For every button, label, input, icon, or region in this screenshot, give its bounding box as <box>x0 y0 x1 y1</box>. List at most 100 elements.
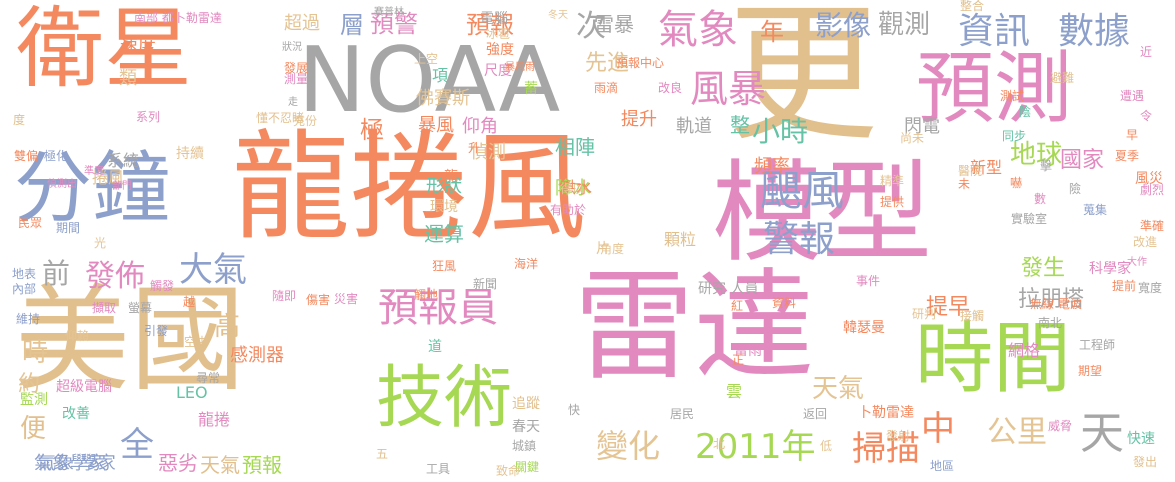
word-資料: 資料 <box>772 296 797 310</box>
word-警報: 警報 <box>763 219 836 260</box>
word-超級電腦: 超級電腦 <box>56 379 112 395</box>
word-事件: 事件 <box>856 274 881 288</box>
word-南北: 南北 <box>1038 316 1063 330</box>
word-時間: 時間 <box>915 314 1072 404</box>
word-相陣: 相陣 <box>555 135 595 159</box>
word-尚未: 尚未 <box>900 131 925 145</box>
word-尋常: 尋常 <box>196 371 221 385</box>
word-觸地: 觸地 <box>414 288 439 302</box>
word-致命: 致命 <box>496 464 521 478</box>
word-偵測: 偵測 <box>470 142 506 163</box>
word-韓瑟曼: 韓瑟曼 <box>843 320 885 336</box>
word-變化: 變化 <box>596 427 661 465</box>
word-卜勒雷達: 卜勒雷達 <box>858 405 914 421</box>
word-升: 升 <box>468 141 481 155</box>
word-降水: 降水 <box>555 178 591 199</box>
word-天氣: 天氣 <box>200 453 240 477</box>
word-近: 近 <box>1140 45 1153 59</box>
word-得以: 得以 <box>560 182 585 196</box>
word-發展: 發展 <box>284 61 309 75</box>
word-快: 快 <box>568 403 581 417</box>
word-準度: 準度 <box>84 166 104 177</box>
word-螢幕: 螢幕 <box>128 301 153 315</box>
word-度: 度 <box>13 113 26 127</box>
word-接觸: 接觸 <box>960 309 985 323</box>
word-洪水: 洪水 <box>560 178 593 197</box>
word-走: 走 <box>288 97 298 108</box>
word-監測: 監測 <box>20 392 48 408</box>
word-中: 中 <box>921 409 955 449</box>
word-快速: 快速 <box>1127 431 1155 447</box>
word-地區: 地區 <box>930 459 955 473</box>
word-資訊: 資訊 <box>958 11 1031 52</box>
word-捲風: 捲風 <box>92 168 125 187</box>
word-數據: 數據 <box>1058 11 1131 52</box>
word-技術: 技術 <box>376 359 513 438</box>
word-大作: 大作 <box>1127 257 1147 268</box>
word-災害: 災害 <box>334 292 359 306</box>
word-2011年: 2011年 <box>695 427 816 467</box>
word-無線-電波: 無線 電波 <box>1030 297 1082 311</box>
word-掃描: 掃描 <box>852 429 920 469</box>
word-準確: 準確 <box>1140 219 1165 233</box>
word-偵測出: 偵測出 <box>47 179 77 190</box>
word-數: 數 <box>1034 192 1047 206</box>
word-追蹤: 追蹤 <box>512 396 540 412</box>
word-氣象: 氣象 <box>658 7 738 53</box>
word-次: 次 <box>576 9 606 44</box>
word-風暴: 風暴 <box>690 67 767 111</box>
word-颶風: 颶風 <box>760 166 845 215</box>
word-便: 便 <box>20 414 47 444</box>
word-工具: 工具 <box>426 462 451 476</box>
word-劇烈: 劇烈 <box>1140 183 1165 197</box>
word-項: 項 <box>432 66 449 85</box>
word-角度: 角度 <box>600 242 625 256</box>
word-維持: 維持 <box>16 312 41 326</box>
word-預報中心: 預報中心 <box>616 56 665 70</box>
word-隨即: 隨即 <box>272 289 297 303</box>
word-城鎮: 城鎮 <box>512 439 537 453</box>
word-改善: 改善 <box>62 406 90 422</box>
word-賽普林: 賽普林 <box>374 7 404 18</box>
word-網格: 網格 <box>1008 341 1041 360</box>
word-仰角: 仰角 <box>462 116 498 137</box>
word-嚇: 嚇 <box>1010 176 1023 190</box>
word-海洋: 海洋 <box>514 257 539 271</box>
word-強度: 強度 <box>486 42 514 58</box>
word-改良: 改良 <box>658 81 683 95</box>
word-觀測: 觀測 <box>878 10 931 40</box>
word-南部-都卜勒雷達: 南部 都卜勒雷達 <box>134 11 222 25</box>
word-低: 低 <box>820 439 833 453</box>
word-運算: 運算 <box>424 222 464 246</box>
word-氣象-學家: 氣象 學家 <box>38 453 116 474</box>
word-空中: 空中 <box>184 335 209 349</box>
word-時: 時 <box>22 338 49 368</box>
word-新型: 新型 <box>970 158 1003 177</box>
word-發出: 發出 <box>1133 455 1158 469</box>
word-期間: 期間 <box>56 221 81 235</box>
word-NOAA: NOAA <box>298 28 561 133</box>
word-懂不忍睹: 懂不忍睹 <box>256 111 305 125</box>
word-研究-人員: 研究 人員 <box>698 281 759 297</box>
word-實驗室: 實驗室 <box>1011 212 1048 226</box>
word-未: 未 <box>958 177 971 191</box>
word-部門: 部門 <box>112 181 132 192</box>
word-險: 險 <box>1069 182 1082 196</box>
word-預警: 預警 <box>370 10 418 38</box>
word-觸發: 觸發 <box>150 279 175 293</box>
word-模型: 模型 <box>712 149 932 277</box>
word-威脅: 威脅 <box>1048 419 1073 433</box>
word-寬度: 寬度 <box>1138 281 1163 295</box>
word-正: 正 <box>732 353 745 367</box>
word-上空: 上空 <box>414 52 439 66</box>
word-提早: 提早 <box>926 295 971 320</box>
word-持續: 持續 <box>176 146 204 162</box>
word-雷暴: 雷暴 <box>594 12 634 36</box>
word-顆粒: 顆粒 <box>664 230 697 249</box>
word-返回: 返回 <box>803 407 828 421</box>
word-狂風: 狂風 <box>432 259 457 273</box>
word-全: 全 <box>120 425 154 465</box>
word-五: 五 <box>376 447 389 461</box>
word-公里: 公里 <box>987 415 1047 450</box>
